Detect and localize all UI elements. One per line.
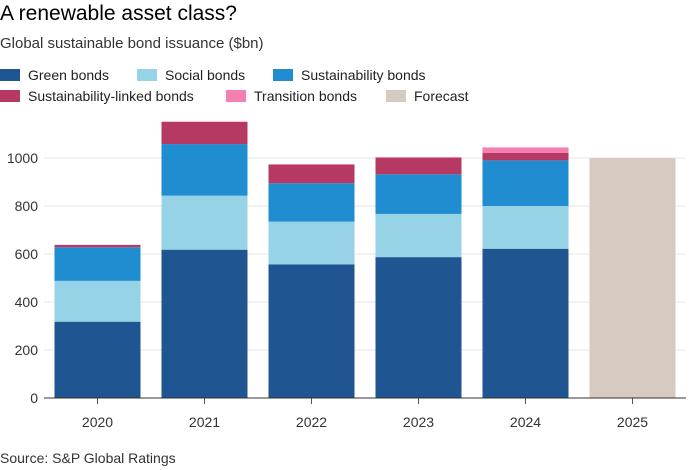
stacked-bar-chart: 0 200 400 600 800 1000 2020 2021 2022 2023 2024 202… — [7, 121, 686, 430]
legend-label-sustainability-linked-bonds: Sustainability-linked bonds — [28, 88, 194, 104]
bar-2022-transition-bonds — [268, 164, 355, 165]
x-tick-label-2021: 2021 — [189, 414, 220, 430]
x-tick-label-2020: 2020 — [82, 414, 113, 430]
bar-2022-sustainability-bonds — [268, 183, 355, 222]
bar-2023-sustainability-bonds — [375, 174, 462, 214]
bar-2023-green-bonds — [375, 257, 462, 398]
bar-2020-green-bonds — [54, 321, 141, 398]
x-tick-label-2022: 2022 — [296, 414, 327, 430]
legend-swatch-social-bonds — [137, 69, 157, 81]
bar-2022-sustainability-linked-bonds — [268, 164, 355, 184]
legend-swatch-sustainability-bonds — [273, 69, 293, 81]
legend-label-forecast: Forecast — [414, 88, 469, 104]
bar-2021-green-bonds — [161, 249, 248, 398]
bar-2023-sustainability-linked-bonds — [375, 158, 462, 175]
legend-item-sustainability-linked-bonds: Sustainability-linked bonds — [0, 87, 194, 105]
bar-2023-social-bonds — [375, 213, 462, 258]
legend-item-forecast: Forecast — [386, 87, 468, 105]
bar-2023-transition-bonds — [375, 157, 462, 158]
legend-label-green-bonds: Green bonds — [28, 67, 109, 83]
legend-item-sustainability-bonds: Sustainability bonds — [273, 66, 426, 84]
x-tick-label-2023: 2023 — [403, 414, 434, 430]
bar-2024-transition-bonds — [482, 147, 569, 153]
y-tick-label-0: 0 — [30, 390, 38, 406]
bar-2020-social-bonds — [54, 280, 141, 322]
legend-swatch-forecast — [386, 90, 406, 102]
y-tick-label-600: 600 — [15, 246, 39, 262]
x-tick-label-2024: 2024 — [510, 414, 541, 430]
y-tick-label-800: 800 — [15, 198, 39, 214]
bar-2024-green-bonds — [482, 248, 569, 398]
legend-label-social-bonds: Social bonds — [165, 67, 246, 83]
bar-2021-sustainability-bonds — [161, 144, 248, 196]
bar-2020-sustainability-bonds — [54, 247, 141, 281]
bar-2025-forecast — [589, 158, 676, 398]
chart-title: A renewable asset class? — [0, 2, 237, 25]
legend-swatch-green-bonds — [0, 69, 20, 81]
bar-2024-sustainability-linked-bonds — [482, 152, 569, 161]
x-tick-label-2025: 2025 — [617, 414, 648, 430]
bar-2024-social-bonds — [482, 206, 569, 249]
y-tick-label-1000: 1000 — [7, 150, 38, 166]
source-note: Source: S&P Global Ratings — [0, 450, 176, 466]
y-tick-label-200: 200 — [15, 342, 39, 358]
legend-swatch-transition-bonds — [226, 90, 246, 102]
legend-swatch-sustainability-linked-bonds — [0, 90, 20, 102]
legend-item-green-bonds: Green bonds — [0, 66, 109, 84]
bar-2022-social-bonds — [268, 221, 355, 265]
bar-2020-sustainability-linked-bonds — [54, 244, 141, 248]
chart-subtitle: Global sustainable bond issuance ($bn) — [0, 35, 264, 52]
bar-2021-sustainability-linked-bonds — [161, 122, 248, 145]
legend: Green bonds Social bonds Sustainability … — [0, 62, 700, 106]
legend-item-transition-bonds: Transition bonds — [226, 87, 357, 105]
bar-2024-sustainability-bonds — [482, 160, 569, 206]
bar-2021-social-bonds — [161, 195, 248, 250]
legend-label-sustainability-bonds: Sustainability bonds — [301, 67, 426, 83]
legend-label-transition-bonds: Transition bonds — [254, 88, 357, 104]
y-tick-label-400: 400 — [15, 294, 39, 310]
legend-item-social-bonds: Social bonds — [137, 66, 245, 84]
bar-2022-green-bonds — [268, 264, 355, 398]
